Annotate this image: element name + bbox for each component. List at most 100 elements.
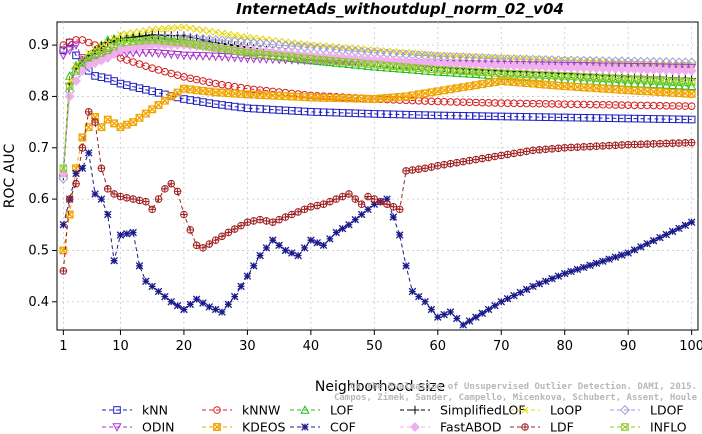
data-point-ldf (668, 139, 677, 147)
data-point-lof (293, 54, 303, 63)
data-point-cof (618, 251, 626, 259)
data-point-ldf (440, 160, 448, 169)
data-point-ldf (148, 205, 156, 214)
data-point-fastabod (458, 59, 469, 70)
legend-label-ldf: LDF (550, 420, 574, 434)
data-point-ldf (681, 139, 690, 147)
data-point-ldf (237, 221, 245, 230)
data-point-ldf (211, 236, 220, 244)
data-point-cof (637, 243, 645, 251)
data-point-loop (453, 52, 461, 60)
data-point-fastabod (591, 63, 602, 74)
data-point-inflo (135, 37, 144, 45)
data-point-ldf (180, 210, 188, 219)
data-point-inflo (129, 37, 137, 46)
data-point-ldf (408, 166, 417, 174)
data-point-loop (497, 54, 505, 62)
data-point-kdeos (103, 115, 112, 124)
data-point-ldf (262, 217, 271, 225)
data-point-ldf (567, 143, 575, 152)
data-point-ldf (465, 156, 474, 165)
data-point-cof (529, 282, 537, 291)
data-point-kdeos (421, 89, 430, 98)
data-point-odin (172, 51, 183, 60)
data-point-cof (167, 298, 175, 306)
data-point-cof (294, 251, 302, 260)
y-tick-label: 0.9 (28, 38, 49, 53)
data-point-ldf (275, 215, 283, 224)
data-point-loop (243, 33, 252, 42)
data-point-inflo (59, 164, 68, 173)
data-point-ldf (135, 196, 144, 205)
data-point-fastabod (413, 56, 424, 67)
data-point-loop (154, 25, 163, 33)
x-tick-label: 40 (303, 339, 320, 354)
data-point-cof (630, 246, 639, 254)
data-point-cof (243, 272, 252, 280)
data-point-cof (605, 255, 613, 263)
data-point-lof (655, 79, 665, 89)
data-point-fastabod (445, 58, 456, 69)
x-tick-label: 70 (493, 339, 510, 354)
data-point-cof (262, 244, 271, 252)
data-point-cof (192, 295, 201, 303)
legend-label-knnw: kNNW (242, 403, 280, 418)
data-point-cof (205, 303, 214, 311)
series-ldof (58, 32, 697, 184)
data-point-loop (97, 42, 106, 50)
data-point-lof (636, 78, 646, 88)
data-point-ldf (192, 241, 201, 250)
data-point-loop (459, 52, 467, 61)
data-point-cof (573, 265, 582, 274)
data-point-cof (281, 246, 290, 255)
data-point-loop (611, 58, 620, 66)
data-point-loop (212, 28, 220, 36)
data-point-ldf (224, 228, 233, 237)
data-point-lof (661, 80, 671, 89)
data-point-ldf (123, 194, 131, 202)
data-point-fastabod (585, 63, 596, 74)
data-point-ldf (554, 144, 563, 152)
data-point-ldf (288, 210, 296, 219)
data-point-lof (680, 80, 690, 90)
data-point-cof (395, 231, 404, 239)
data-point-cof (427, 305, 436, 314)
data-point-loop (478, 53, 486, 61)
data-point-ldf (218, 232, 226, 241)
data-point-loop (237, 32, 245, 41)
legend-item-loop: LoOP (510, 403, 582, 418)
data-point-odin (198, 52, 208, 61)
data-point-lof (648, 79, 659, 89)
data-point-odin (71, 41, 81, 50)
data-point-kdeos (122, 120, 131, 129)
legend-item-fastabod: FastABOD (400, 420, 502, 434)
data-point-kdeos (484, 79, 493, 88)
data-point-ldf (510, 149, 518, 158)
legend: kNN kNNW LOF SimplifiedLOF LoOP LDOF ODIN KDEOS… (102, 403, 687, 434)
data-point-knnw (84, 38, 93, 47)
data-point-ldf (560, 144, 569, 152)
data-point-kdeos (141, 109, 150, 118)
x-tick-label: 90 (620, 339, 637, 354)
legend-label-kdeos: KDEOS (242, 420, 286, 434)
data-point-cof (72, 169, 80, 178)
data-point-odin (191, 51, 202, 61)
data-point-cof (535, 280, 544, 288)
series-kdeos (59, 77, 696, 255)
x-tick-label: 80 (556, 339, 573, 354)
data-point-ldf (167, 179, 176, 188)
data-point-cof (104, 210, 112, 219)
data-point-ldf (395, 205, 404, 214)
data-point-cof (91, 190, 99, 198)
data-point-cof (434, 313, 442, 321)
y-tick-label: 0.8 (28, 89, 49, 104)
series-inflo (59, 36, 696, 173)
watermark-line-2: On the Evaluation of Unsupervised Outlie… (350, 381, 697, 392)
data-point-loop (135, 28, 144, 36)
data-point-kdeos (154, 101, 163, 109)
data-point-kdeos (148, 105, 157, 114)
legend-item-inflo: INFLO (610, 420, 687, 434)
data-point-cof (319, 241, 328, 250)
data-point-cof (402, 262, 410, 270)
data-point-loop (440, 51, 448, 60)
